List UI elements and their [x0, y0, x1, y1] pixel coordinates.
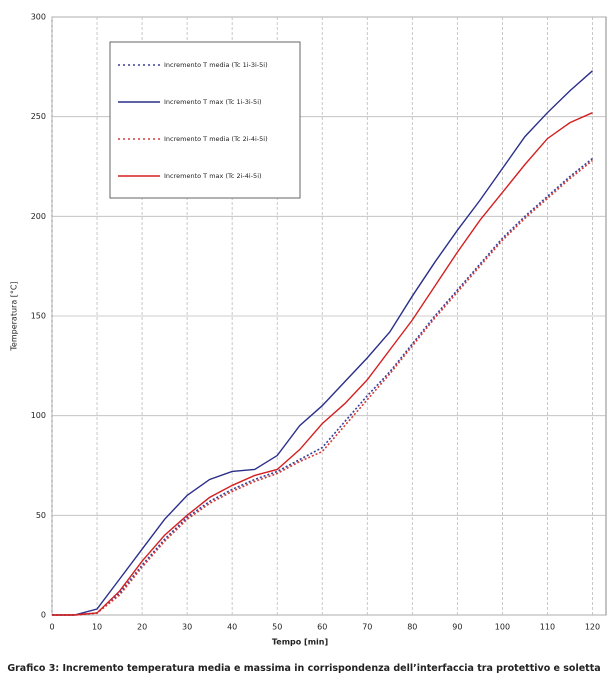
x-tick-label: 50	[272, 623, 282, 632]
legend-label: Incremento T max (Tc 1i-3i-5i)	[164, 98, 262, 106]
legend-label: Incremento T media (Tc 1i-3i-5i)	[164, 61, 268, 69]
legend-box	[109, 41, 301, 199]
x-tick-label: 110	[540, 623, 555, 632]
x-tick-label: 100	[495, 623, 510, 632]
y-tick-label: 150	[31, 312, 46, 321]
series-line	[52, 112, 593, 616]
x-tick-label: 40	[227, 623, 237, 632]
series-line	[52, 70, 593, 616]
x-tick-label: 30	[182, 623, 192, 632]
series-line	[52, 157, 593, 616]
y-tick-label: 0	[41, 611, 46, 620]
y-tick-label: 200	[31, 212, 46, 221]
x-axis-label: Tempo [min]	[272, 638, 328, 647]
x-tick-label: 60	[317, 623, 327, 632]
x-tick-label: 80	[407, 623, 417, 632]
x-tick-label: 10	[92, 623, 102, 632]
y-tick-label: 100	[31, 411, 46, 420]
x-tick-label: 90	[452, 623, 462, 632]
chart: Tempo [min] Temperatura [°C] 05010015020…	[10, 13, 607, 647]
series-line	[52, 159, 593, 616]
x-tick-label: 70	[362, 623, 372, 632]
legend-label: Incremento T max (Tc 2i-4i-5i)	[164, 172, 262, 180]
legend-label: Incremento T media (Tc 2i-4i-5i)	[164, 135, 268, 143]
y-tick-label: 250	[31, 112, 46, 121]
x-tick-label: 20	[137, 623, 147, 632]
y-tick-label: 50	[36, 511, 46, 520]
y-axis-label: Temperatura [°C]	[10, 281, 19, 351]
x-tick-label: 0	[49, 623, 54, 632]
x-tick-label: 120	[585, 623, 600, 632]
chart-caption: Grafico 3: Incremento temperatura media …	[7, 663, 601, 674]
y-tick-label: 300	[31, 13, 46, 22]
